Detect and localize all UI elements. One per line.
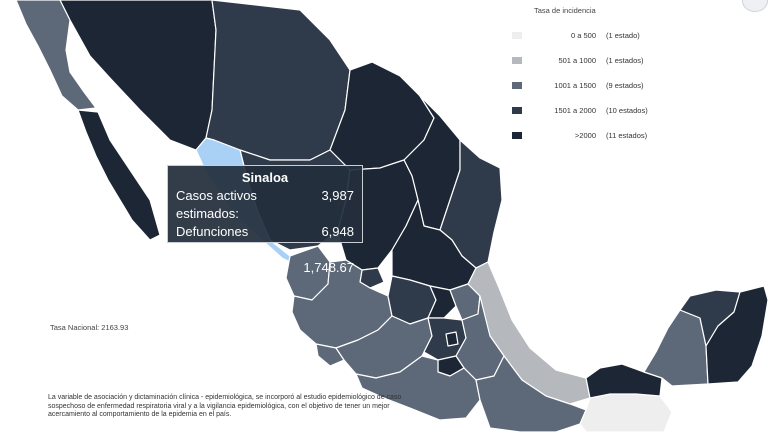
tooltip-value: 3,987 bbox=[321, 188, 354, 203]
state-ciudad-de-mexico[interactable]: Ciudad de México bbox=[445, 331, 459, 347]
legend: Tasa de incidencia 0 a 500 (1 estado) 50… bbox=[512, 6, 752, 148]
legend-count: (10 estados) bbox=[606, 106, 648, 115]
tooltip-label: Defunciones acumuladas: bbox=[176, 224, 250, 257]
legend-range: 0 a 500 bbox=[570, 31, 596, 40]
tooltip-state-name: Sinaloa bbox=[241, 170, 289, 185]
legend-swatch bbox=[512, 132, 522, 139]
legend-count: (9 estados) bbox=[606, 81, 644, 90]
legend-swatch bbox=[512, 82, 522, 89]
state-tooltip: Sinaloa Casos activos estimados: 3,987 D… bbox=[167, 165, 363, 275]
legend-range: 1001 a 1500 bbox=[554, 81, 596, 90]
legend-count: (1 estado) bbox=[606, 31, 640, 40]
tooltip-row: Casos activos estimados: 3,987 bbox=[176, 187, 354, 223]
national-rate: Tasa Nacional: 2163.93 bbox=[50, 323, 129, 332]
state-sonora[interactable]: Sonora bbox=[59, 0, 217, 151]
footnote: La variable de asociación y dictaminació… bbox=[48, 394, 402, 418]
legend-item: 501 a 1000 (1 estados) bbox=[512, 48, 752, 73]
legend-item: 0 a 500 (1 estado) bbox=[512, 23, 752, 48]
legend-range: 1501 a 2000 bbox=[554, 106, 596, 115]
legend-count: (1 estados) bbox=[606, 56, 644, 65]
legend-count: (11 estados) bbox=[606, 131, 648, 140]
tooltip-row: Defunciones acumuladas: 6,948 bbox=[176, 223, 354, 259]
legend-item: >2000 (11 estados) bbox=[512, 123, 752, 148]
legend-swatch bbox=[512, 107, 522, 114]
tooltip-value: 6,948 bbox=[321, 224, 354, 239]
legend-title: Tasa de incidencia bbox=[534, 6, 596, 15]
state-quintana-roo[interactable]: Quintana Roo bbox=[705, 285, 768, 385]
state-baja-california-sur[interactable]: Baja California Sur bbox=[77, 109, 161, 241]
legend-swatch bbox=[512, 32, 522, 39]
tooltip-value: 1,748.67 bbox=[303, 260, 354, 275]
legend-item: 1001 a 1500 (9 estados) bbox=[512, 73, 752, 98]
state-chiapas[interactable]: Chiapas bbox=[579, 393, 673, 432]
legend-swatch bbox=[512, 57, 522, 64]
legend-item: 1501 a 2000 (10 estados) bbox=[512, 98, 752, 123]
tooltip-label: Casos activos estimados: bbox=[176, 188, 257, 221]
state-chihuahua[interactable]: Chihuahua bbox=[205, 0, 351, 161]
legend-range: 501 a 1000 bbox=[558, 56, 596, 65]
state-campeche[interactable]: Campeche bbox=[643, 309, 709, 387]
state-guerrero[interactable]: Guerrero bbox=[355, 355, 481, 421]
tooltip-row: Tasa: 1,748.67 bbox=[176, 259, 354, 277]
legend-range: >2000 bbox=[574, 131, 596, 140]
state-tabasco[interactable]: Tabasco bbox=[585, 363, 663, 399]
tooltip-label: Tasa: bbox=[176, 260, 208, 275]
